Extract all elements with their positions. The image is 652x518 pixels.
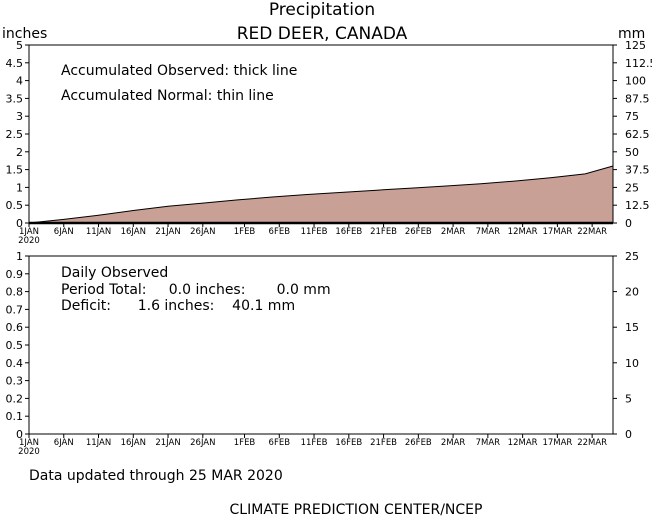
daily-left-tick-label: 0.4 (6, 357, 24, 370)
accumulated-right-tick-label: 37.5 (625, 164, 650, 177)
accumulated-x-tick-label: 7MAR (476, 227, 501, 237)
accumulated-normal-note: Accumulated Normal: thin line (61, 88, 274, 104)
accumulated-right-tick-label: 87.5 (625, 92, 650, 105)
daily-right-tick-label: 10 (625, 357, 639, 370)
accumulated-axis-ticks: 00.511.522.533.544.55012.52537.55062.575… (6, 39, 652, 246)
daily-left-tick-label: 0 (16, 428, 23, 441)
accumulated-x-tick-label: 16FEB (335, 227, 362, 237)
accumulated-right-tick-label: 112.5 (625, 57, 652, 70)
accumulated-left-tick-label: 1.5 (6, 164, 24, 177)
daily-x-tick-label: 12MAR (508, 438, 538, 448)
right-unit-label: mm (618, 26, 645, 42)
daily-x-tick-label: 6FEB (269, 438, 291, 448)
chart-title: Precipitation (269, 0, 375, 20)
accumulated-x-tick-label: 6FEB (269, 227, 291, 237)
deficit-note: Deficit: 1.6 inches: 40.1 mm (61, 298, 295, 314)
accumulated-x-tick-label: 11FEB (301, 227, 328, 237)
accumulated-left-tick-label: 2.5 (6, 128, 24, 141)
accumulated-left-tick-label: 1 (16, 181, 23, 194)
daily-left-tick-label: 0.3 (6, 375, 24, 388)
accumulated-x-tick-label: 16JAN (121, 227, 146, 237)
accumulated-right-tick-label: 125 (625, 39, 646, 52)
daily-x-tick-label: 1JAN (19, 438, 39, 448)
daily-panel: 00.10.20.30.40.50.60.70.80.9105101520251… (6, 250, 640, 457)
accumulated-right-tick-label: 0 (625, 217, 632, 230)
daily-x-tick-label: 17MAR (542, 438, 572, 448)
accumulated-left-tick-label: 5 (16, 39, 23, 52)
daily-x-tick-label: 16JAN (121, 438, 146, 448)
accumulated-right-tick-label: 50 (625, 146, 639, 159)
accumulated-x-tick-label: 26JAN (190, 227, 215, 237)
data-updated-note: Data updated through 25 MAR 2020 (29, 468, 283, 484)
accumulated-x-tick-label: 21FEB (370, 227, 397, 237)
daily-right-tick-label: 20 (625, 286, 639, 299)
accumulated-right-tick-label: 12.5 (625, 199, 650, 212)
credit-note: CLIMATE PREDICTION CENTER/NCEP (230, 502, 483, 518)
accumulated-x-tick-label: 26FEB (405, 227, 432, 237)
accumulated-left-tick-label: 0.5 (6, 199, 24, 212)
accumulated-area-layer (28, 165, 614, 225)
accumulated-x-tick-label: 22MAR (577, 227, 607, 237)
accumulated-panel: 00.511.522.533.544.55012.52537.55062.575… (6, 39, 652, 246)
daily-left-tick-label: 0.9 (6, 268, 24, 281)
daily-left-tick-label: 0.6 (6, 321, 24, 334)
daily-left-tick-label: 0.7 (6, 303, 24, 316)
accumulated-left-tick-label: 3 (16, 110, 23, 123)
accumulated-x-tick-label: 1FEB (234, 227, 256, 237)
daily-x-tick-label: 26JAN (190, 438, 215, 448)
accumulated-observed-note: Accumulated Observed: thick line (61, 63, 297, 79)
daily-left-tick-label: 1 (16, 250, 23, 263)
daily-x-tick-label: 11JAN (86, 438, 111, 448)
daily-x-tick-label: 7MAR (476, 438, 501, 448)
accumulated-right-tick-label: 62.5 (625, 128, 650, 141)
accumulated-x-tick-label: 6JAN (54, 227, 74, 237)
accumulated-left-tick-label: 3.5 (6, 92, 24, 105)
daily-right-tick-label: 5 (625, 392, 632, 405)
accumulated-right-tick-label: 75 (625, 110, 639, 123)
accumulated-x-tick-label: 17MAR (542, 227, 572, 237)
daily-x-tick-label: 1FEB (234, 438, 256, 448)
daily-x-tick-label: 21JAN (155, 438, 180, 448)
accumulated-left-tick-label: 4 (16, 75, 23, 88)
normal-accumulation-line (28, 165, 614, 224)
daily-x-year-label: 2020 (18, 447, 40, 457)
accumulated-x-tick-label: 11JAN (86, 227, 111, 237)
accumulated-left-tick-label: 4.5 (6, 57, 24, 70)
accumulated-left-tick-label: 0 (16, 217, 23, 230)
accumulated-right-tick-label: 25 (625, 181, 639, 194)
daily-right-tick-label: 25 (625, 250, 639, 263)
daily-left-tick-label: 0.2 (6, 392, 24, 405)
chart-subtitle: RED DEER, CANADA (237, 24, 408, 44)
daily-x-tick-label: 26FEB (405, 438, 432, 448)
normal-accumulation-area (29, 166, 613, 223)
daily-left-tick-label: 0.8 (6, 286, 24, 299)
accumulated-left-tick-label: 2 (16, 146, 23, 159)
daily-x-tick-label: 21FEB (370, 438, 397, 448)
daily-x-tick-label: 22MAR (577, 438, 607, 448)
accumulated-x-tick-label: 1JAN (19, 227, 39, 237)
daily-left-tick-label: 0.5 (6, 339, 24, 352)
daily-right-tick-label: 0 (625, 428, 632, 441)
daily-x-tick-label: 16FEB (335, 438, 362, 448)
daily-x-tick-label: 6JAN (54, 438, 74, 448)
accumulated-right-tick-label: 100 (625, 75, 646, 88)
left-unit-label: inches (2, 26, 47, 42)
daily-observed-note: Daily Observed (61, 265, 168, 281)
daily-axis-ticks: 00.10.20.30.40.50.60.70.80.9105101520251… (6, 250, 640, 457)
accumulated-x-tick-label: 21JAN (155, 227, 180, 237)
daily-x-tick-label: 11FEB (301, 438, 328, 448)
accumulated-x-tick-label: 12MAR (508, 227, 538, 237)
period-total-note: Period Total: 0.0 inches: 0.0 mm (61, 282, 331, 298)
daily-x-tick-label: 2MAR (441, 438, 466, 448)
accumulated-x-tick-label: 2MAR (441, 227, 466, 237)
daily-right-tick-label: 15 (625, 321, 639, 334)
accumulated-x-year-label: 2020 (18, 236, 40, 246)
daily-left-tick-label: 0.1 (6, 410, 24, 423)
